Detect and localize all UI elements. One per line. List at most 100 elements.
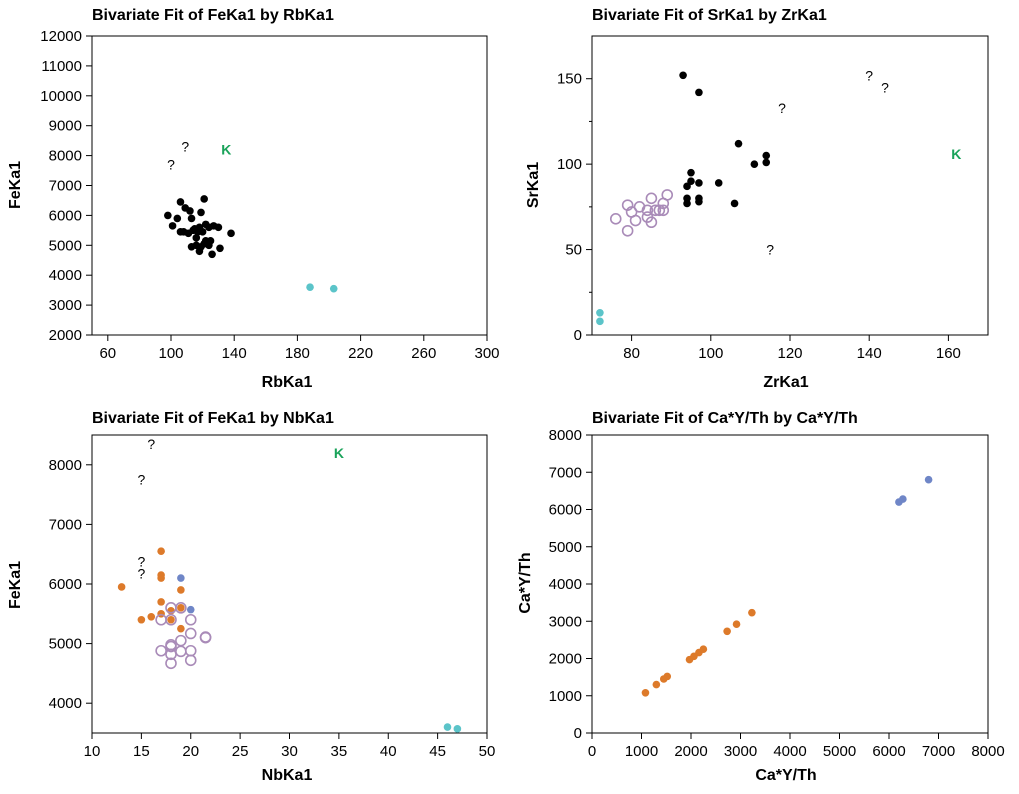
panel-3-xlabel: NbKa1: [262, 767, 313, 784]
data-point-open: [155, 644, 167, 657]
data-point-open: [645, 192, 658, 205]
y-tick-label: 8000: [49, 148, 82, 165]
data-point: [734, 139, 743, 148]
x-tick-label: 220: [348, 345, 373, 362]
plot-frame: [91, 35, 488, 336]
y-tick-label: 50: [565, 242, 582, 259]
data-point: [137, 615, 146, 624]
x-tick-label: 1000: [625, 743, 658, 760]
k-marker: K: [334, 445, 344, 461]
y-tick-label: 4000: [49, 267, 82, 284]
data-point-open: [175, 645, 187, 658]
y-tick-label: 5000: [49, 237, 82, 254]
data-point: [748, 608, 756, 617]
question-marker: ?: [147, 436, 155, 452]
x-tick-label: 140: [857, 345, 882, 362]
x-tick-label: 20: [182, 743, 199, 760]
x-tick-label: 60: [99, 345, 116, 362]
y-tick-label: 4000: [49, 695, 82, 712]
data-point: [177, 574, 185, 582]
data-point-open: [649, 204, 662, 217]
data-point: [762, 158, 771, 167]
x-tick-label: 80: [623, 345, 640, 362]
y-tick-label: 6000: [49, 207, 82, 224]
data-point: [157, 547, 165, 556]
x-tick-label: 100: [698, 345, 723, 362]
panel-2-xlabel: ZrKa1: [763, 374, 808, 391]
y-tick-label: 7000: [549, 464, 582, 481]
data-point: [186, 207, 194, 215]
data-point: [652, 680, 661, 689]
data-point-open: [621, 224, 634, 237]
y-tick-label: 2000: [549, 651, 582, 668]
question-marker: ?: [778, 100, 786, 116]
y-tick-label: 7000: [49, 178, 82, 195]
question-marker: ?: [865, 67, 873, 83]
question-marker: ?: [881, 79, 889, 95]
question-marker: ?: [167, 157, 175, 173]
data-point: [206, 237, 215, 245]
data-point-open: [661, 189, 674, 201]
data-point-open: [184, 654, 197, 667]
panel-4: 0 1000 2000 3000 4000 5000 6000 7000 8000 0 1000 20…: [549, 427, 1005, 760]
data-point: [216, 244, 224, 253]
data-point: [173, 214, 182, 223]
panel-2: 80 100 120 140 160 0 50 100 150???? K: [557, 35, 989, 362]
question-marker: ?: [766, 242, 774, 258]
y-tick-label: 10000: [40, 88, 82, 105]
data-point: [679, 71, 687, 80]
data-point: [762, 151, 771, 160]
data-point: [192, 234, 201, 242]
panel-1-xlabel: RbKa1: [262, 374, 313, 391]
data-point: [157, 598, 165, 606]
data-point: [147, 612, 156, 621]
question-marker: ?: [181, 139, 189, 155]
panel-3: 10 15 20 25 30 35 40 45 50 4000 5000 6000 7000 8000??…: [49, 434, 495, 760]
y-tick-label: 3000: [49, 297, 82, 314]
y-tick-label: 8000: [549, 427, 582, 444]
x-tick-label: 180: [285, 345, 310, 362]
data-point-open: [657, 204, 670, 217]
x-tick-label: 30: [281, 743, 298, 760]
data-point: [596, 317, 604, 326]
question-marker: ?: [137, 553, 145, 569]
y-tick-label: 6000: [49, 576, 82, 593]
question-marker: ?: [137, 565, 145, 581]
data-point-open: [184, 613, 197, 626]
data-point: [699, 645, 708, 653]
data-point: [683, 199, 691, 208]
data-point: [750, 160, 759, 168]
data-point: [453, 725, 462, 733]
y-tick-label: 4000: [549, 576, 582, 593]
data-point: [187, 214, 196, 223]
y-tick-label: 11000: [41, 58, 82, 75]
plot-frame: [591, 35, 989, 336]
data-point: [695, 197, 703, 206]
x-tick-label: 2000: [674, 743, 707, 760]
y-tick-label: 8000: [49, 457, 82, 474]
panel-3-ylabel: FeKa1: [7, 561, 24, 609]
data-point: [899, 495, 907, 503]
data-point: [117, 583, 126, 591]
data-point: [167, 615, 175, 624]
x-tick-label: 25: [232, 743, 249, 760]
y-tick-label: 5000: [49, 636, 82, 653]
y-tick-label: 0: [574, 327, 582, 344]
y-tick-label: 5000: [549, 539, 582, 556]
x-tick-label: 0: [588, 743, 596, 760]
data-point: [200, 195, 208, 203]
data-point: [723, 627, 731, 636]
y-tick-label: 9000: [49, 118, 82, 135]
data-point: [168, 222, 177, 230]
data-point: [176, 198, 185, 206]
data-point: [164, 211, 172, 220]
data-point: [695, 88, 703, 97]
panel-1: 60 100 140 180 220 260 300 2000 3000 4000 5000 6000…: [40, 28, 499, 362]
data-point-open: [609, 213, 622, 225]
x-tick-label: 100: [158, 345, 183, 362]
data-point: [730, 199, 739, 208]
data-point-open: [175, 602, 187, 614]
data-point-open: [184, 627, 197, 640]
